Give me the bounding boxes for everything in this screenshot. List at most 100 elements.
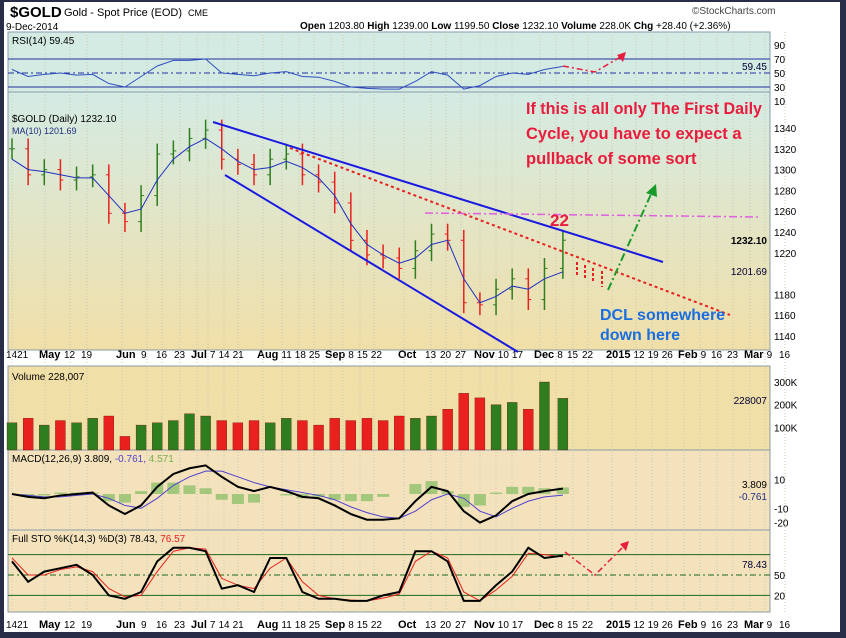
sto-label-part: 76.57 <box>157 534 185 545</box>
macd-histogram-bar <box>344 494 357 502</box>
low-value: 1199.50 <box>454 21 490 32</box>
volume-bar <box>135 424 147 451</box>
x-tick-label: 1421 <box>6 620 29 631</box>
volume-bar <box>55 420 66 451</box>
macd-signal-last-value: -0.761 <box>739 492 768 503</box>
volume-tick-label: 200K <box>774 401 798 412</box>
macd-label-part: MACD(12,26,9) 3.809, <box>12 454 112 465</box>
x-tick-label: 9 <box>701 350 707 361</box>
x-tick-label: 27 <box>455 350 467 361</box>
x-tick-label: Mar <box>744 349 764 361</box>
x-tick-label: 23 <box>174 620 186 631</box>
x-tick-label: 12 <box>633 620 645 631</box>
chart-canvas: 1421 May 12 19 Jun 9 16 23 Jul 7 14 21 Aug 11 18 25 Sep 8… <box>4 2 840 632</box>
ma-last-value: 1201.69 <box>731 267 768 278</box>
gold-chart: 1421 May 12 19 Jun 9 16 23 Jul 7 14 21 Aug 11 18 25 Sep 8… <box>6 31 798 631</box>
macd-signal-line <box>11 470 563 519</box>
x-tick-label: Jul <box>191 349 207 361</box>
sto-last-value: 78.43 <box>742 560 767 571</box>
ohlc-summary: Open 1203.80 High 1239.00 Low 1199.50 Cl… <box>300 21 731 32</box>
x-tick-label: Dec <box>534 619 554 631</box>
dotted-trendline <box>289 147 731 316</box>
volume-tick-label: 300K <box>774 378 798 389</box>
x-tick-label: Feb <box>678 349 698 361</box>
macd-histogram-bar <box>167 482 180 494</box>
volume-bar <box>39 424 50 451</box>
volume-bar <box>329 418 340 451</box>
open-value: 1203.80 <box>328 21 365 32</box>
rsi-last-value: 59.45 <box>742 62 767 73</box>
volume-bar <box>281 418 292 451</box>
x-tick-label: 19 <box>81 620 93 631</box>
macd-tick-label: -20 <box>774 519 789 530</box>
x-tick-label: 16 <box>156 620 168 631</box>
x-tick-label: 10 <box>498 350 510 361</box>
x-tick-label: Oct <box>398 349 417 361</box>
x-tick-label: 15 <box>567 350 579 361</box>
x-tick-label: Mar <box>744 619 764 631</box>
volume-bar <box>297 420 308 451</box>
x-tick-label: 15 <box>357 350 369 361</box>
dcl-text: down here <box>600 327 680 344</box>
x-tick-label: 16 <box>779 620 791 631</box>
x-tick-label: Dec <box>534 349 554 361</box>
macd-histogram-bar <box>409 483 422 494</box>
macd-histogram-bar <box>377 494 390 497</box>
x-tick-label: 16 <box>711 620 723 631</box>
macd-histogram-bar <box>280 494 293 496</box>
volume-panel <box>7 365 771 451</box>
rsi-tick-label: 70 <box>774 55 786 66</box>
macd-panel <box>7 449 771 531</box>
x-tick-label: 13 <box>425 620 437 631</box>
rsi-line <box>11 58 563 90</box>
x-tick-label: Feb <box>678 619 698 631</box>
volume-bar <box>200 415 211 451</box>
volume-bar <box>458 393 469 451</box>
volume-bar <box>345 420 356 451</box>
close-value: 1232.10 <box>522 21 559 32</box>
macd-histogram-bar <box>473 494 486 506</box>
macd-tick-label: -10 <box>774 504 789 515</box>
volume-bar <box>394 415 405 451</box>
x-tick-label: Nov <box>474 349 496 361</box>
volume-bar <box>557 398 569 451</box>
exchange: CME <box>188 8 208 18</box>
chart-date: 9-Dec-2014 <box>6 22 59 33</box>
macd-histogram-bar <box>328 494 341 500</box>
resistance-line <box>424 212 761 218</box>
price-tick-label: 1340 <box>774 124 797 135</box>
macd-histogram-bar <box>506 486 519 494</box>
price-tick-label: 1300 <box>774 166 797 177</box>
sto-label-part: Full STO %K(14,3) %D(3) 78.43, <box>12 534 157 545</box>
volume-bar <box>474 397 486 451</box>
sto-k-line <box>11 546 564 602</box>
rsi-tick-label: 50 <box>774 69 786 80</box>
volume-bar <box>184 413 195 451</box>
x-tick-label: 23 <box>174 350 186 361</box>
x-tick-label: 22 <box>371 350 383 361</box>
rsi-tick-label: 10 <box>774 97 786 108</box>
macd-last-value: 3.809 <box>742 480 767 491</box>
macd-histogram-bar <box>38 494 51 496</box>
macd-histogram-bar <box>183 485 196 494</box>
volume-value: 228.0K <box>599 21 632 32</box>
x-tick-label: 11 <box>281 620 292 631</box>
x-tick-label: 22 <box>582 620 594 631</box>
open-label: Open <box>300 21 326 32</box>
ma10-line <box>11 137 564 304</box>
x-tick-label: 11 <box>281 350 292 361</box>
x-tick-label: 8 <box>557 350 563 361</box>
x-tick-label: 1421 <box>6 350 29 361</box>
x-tick-label: 9 <box>701 620 707 631</box>
x-tick-label: 22 <box>582 350 594 361</box>
x-tick-label: 9 <box>767 620 773 631</box>
x-tick-label: 8 <box>348 350 354 361</box>
volume-bar <box>361 418 373 451</box>
x-tick-label: 12 <box>64 620 76 631</box>
x-tick-label: 7 <box>210 350 216 361</box>
x-tick-label: May <box>39 619 61 631</box>
x-tick-label: 19 <box>81 350 93 361</box>
volume-bar <box>410 418 421 451</box>
price-last-value: 1232.10 <box>731 236 768 247</box>
price-tick-label: 1240 <box>774 228 797 239</box>
